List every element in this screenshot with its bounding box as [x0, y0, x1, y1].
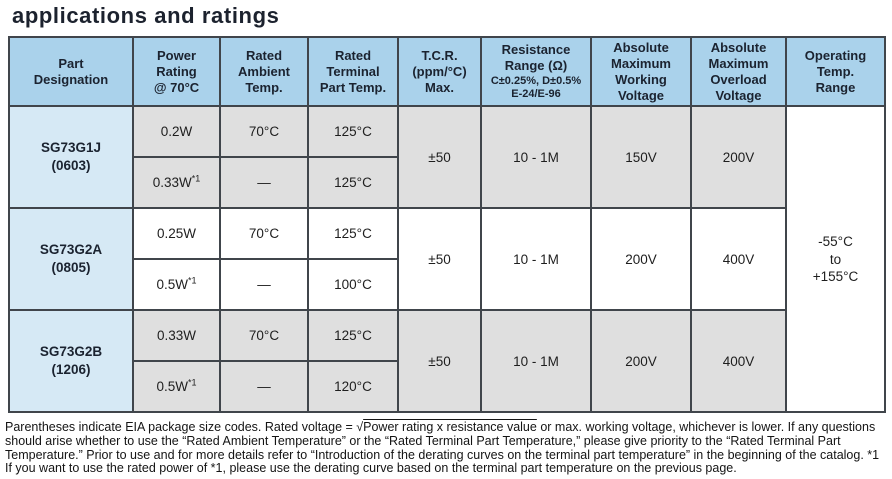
terminal-temp-cell: 120°C [307, 360, 399, 414]
table-row: SG73G2B (1206) 0.33W 70°C 125°C ±50 10 -… [8, 309, 885, 414]
terminal-temp-cell: 125°C [307, 207, 399, 261]
ambient-temp-cell: — [219, 156, 309, 210]
working-voltage-cell: 150V [590, 105, 692, 210]
package-code: (0805) [51, 260, 91, 276]
header-power-rating: Power Rating @ 70°C [132, 35, 221, 108]
header-tcr: T.C.R. (ppm/°C) Max. [397, 35, 482, 108]
terminal-temp-cell: 100°C [307, 258, 399, 312]
part-number: SG73G2B [39, 344, 103, 360]
header-operating-temp-range: Operating Temp. Range [785, 35, 886, 108]
resistance-range-cell: 10 - 1M [480, 309, 592, 414]
overload-voltage-cell: 200V [690, 105, 787, 210]
sqrt-expression: Power rating x resistance value [363, 420, 537, 435]
tcr-cell: ±50 [397, 309, 482, 414]
footnote: Parentheses indicate EIA package size co… [5, 421, 889, 475]
ambient-temp-cell: — [219, 258, 309, 312]
footnote-text-rest: or max. working voltage, whichever is lo… [5, 420, 880, 476]
power-rating-cell: 0.25W [132, 207, 221, 261]
power-rating-cell: 0.5W*1 [132, 360, 221, 414]
package-code: (0603) [51, 158, 91, 174]
package-code: (1206) [51, 362, 91, 378]
sqrt-symbol: √ [356, 420, 364, 435]
table-row: 0.5W*1 — 100°C [9, 258, 885, 312]
resistance-range-cell: 10 - 1M [480, 105, 592, 210]
part-cell: SG73G1J (0603) [8, 105, 134, 210]
header-rated-terminal-part-temp: Rated Terminal Part Temp. [307, 35, 399, 108]
part-number: SG73G1J [40, 140, 102, 156]
terminal-temp-cell: 125°C [307, 309, 399, 363]
header-row: Part Designation Power Rating @ 70°C Rat… [8, 35, 886, 108]
tcr-cell: ±50 [397, 105, 482, 210]
page-title: applications and ratings [12, 3, 280, 28]
part-number: SG73G2A [39, 242, 103, 258]
part-cell: SG73G2A (0805) [8, 207, 134, 312]
header-part-designation: Part Designation [8, 35, 134, 108]
ambient-temp-cell: 70°C [219, 105, 309, 159]
footnote-text-lead: Parentheses indicate EIA package size co… [5, 420, 357, 435]
resistance-range-label: Resistance Range (Ω) [501, 41, 571, 73]
terminal-temp-cell: 125°C [307, 156, 399, 210]
terminal-temp-cell: 125°C [307, 105, 399, 159]
table-row: SG73G1J (0603) 0.2W 70°C 125°C ±50 10 - … [8, 105, 886, 414]
footnote-marker: *1 [188, 377, 197, 388]
power-rating-cell: 0.33W [132, 309, 221, 363]
header-abs-max-overload-voltage: Absolute Maximum Overload Voltage [690, 35, 787, 108]
overload-voltage-cell: 400V [690, 207, 787, 312]
working-voltage-cell: 200V [590, 207, 692, 312]
working-voltage-cell: 200V [590, 309, 692, 414]
tcr-cell: ±50 [397, 207, 482, 312]
power-rating-cell: 0.33W*1 [132, 156, 221, 210]
footnote-marker: *1 [191, 173, 201, 184]
table-row: 0.5W*1 — 120°C [9, 360, 885, 414]
operating-temp-cell: -55°C to +155°C [785, 105, 886, 414]
footnote-marker: *1 [188, 275, 197, 286]
ratings-table: Part Designation Power Rating @ 70°C Rat… [8, 35, 886, 414]
power-rating-cell: 0.5W*1 [132, 258, 221, 312]
header-resistance-range: Resistance Range (Ω) C±0.25%, D±0.5% E-2… [480, 35, 592, 108]
header-abs-max-working-voltage: Absolute Maximum Working Voltage [590, 35, 692, 108]
ambient-temp-cell: — [219, 360, 309, 414]
header-rated-ambient-temp: Rated Ambient Temp. [219, 35, 309, 108]
ambient-temp-cell: 70°C [219, 309, 309, 363]
resistance-range-cell: 10 - 1M [480, 207, 592, 312]
overload-voltage-cell: 400V [690, 309, 787, 414]
table-row: SG73G2A (0805) 0.25W 70°C 125°C ±50 10 -… [8, 207, 885, 312]
ambient-temp-cell: 70°C [219, 207, 309, 261]
part-cell: SG73G2B (1206) [8, 309, 134, 414]
power-rating-cell: 0.2W [132, 105, 221, 159]
resistance-range-tolerances: C±0.25%, D±0.5% E-24/E-96 [490, 74, 582, 101]
table-row: 0.33W*1 — 125°C [9, 156, 885, 210]
